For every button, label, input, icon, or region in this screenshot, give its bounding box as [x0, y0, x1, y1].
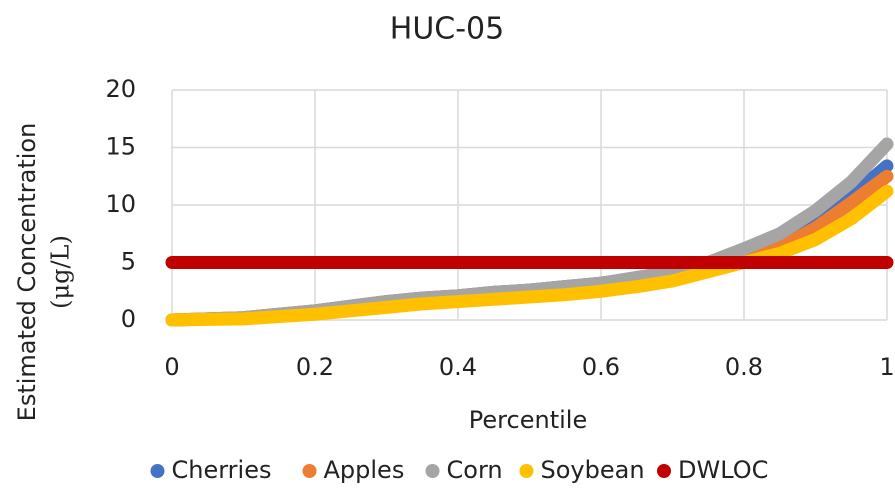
legend-label: DWLOC [678, 456, 768, 484]
legend-marker [150, 464, 165, 478]
x-tick-label: 1 [879, 353, 894, 381]
x-axis-label: Percentile [469, 406, 587, 434]
y-axis-label: Estimated Concentration [13, 123, 41, 422]
legend-label: Soybean [541, 456, 645, 484]
y-tick-label: 5 [121, 248, 136, 276]
chart-title: HUC-05 [390, 12, 504, 47]
y-tick-label: 15 [105, 133, 136, 161]
legend-label: Apples [324, 456, 405, 484]
legend-marker [657, 464, 671, 478]
x-tick-label: 0.6 [582, 353, 620, 381]
series-points [165, 184, 894, 327]
x-tick-label: 0.8 [725, 353, 763, 381]
x-tick-label: 0.4 [439, 353, 477, 381]
legend-label: Cherries [172, 456, 272, 484]
legend-label: Corn [447, 456, 503, 484]
x-tick-label: 0 [164, 353, 179, 381]
y-axis-label: (μg/L) [47, 235, 75, 309]
x-tick-label: 0.2 [296, 353, 334, 381]
legend-marker [425, 464, 440, 478]
legend-marker [302, 464, 317, 478]
y-tick-label: 20 [105, 75, 136, 103]
y-tick-label: 10 [105, 190, 136, 218]
legend-marker [519, 464, 534, 478]
y-tick-label: 0 [121, 305, 136, 333]
